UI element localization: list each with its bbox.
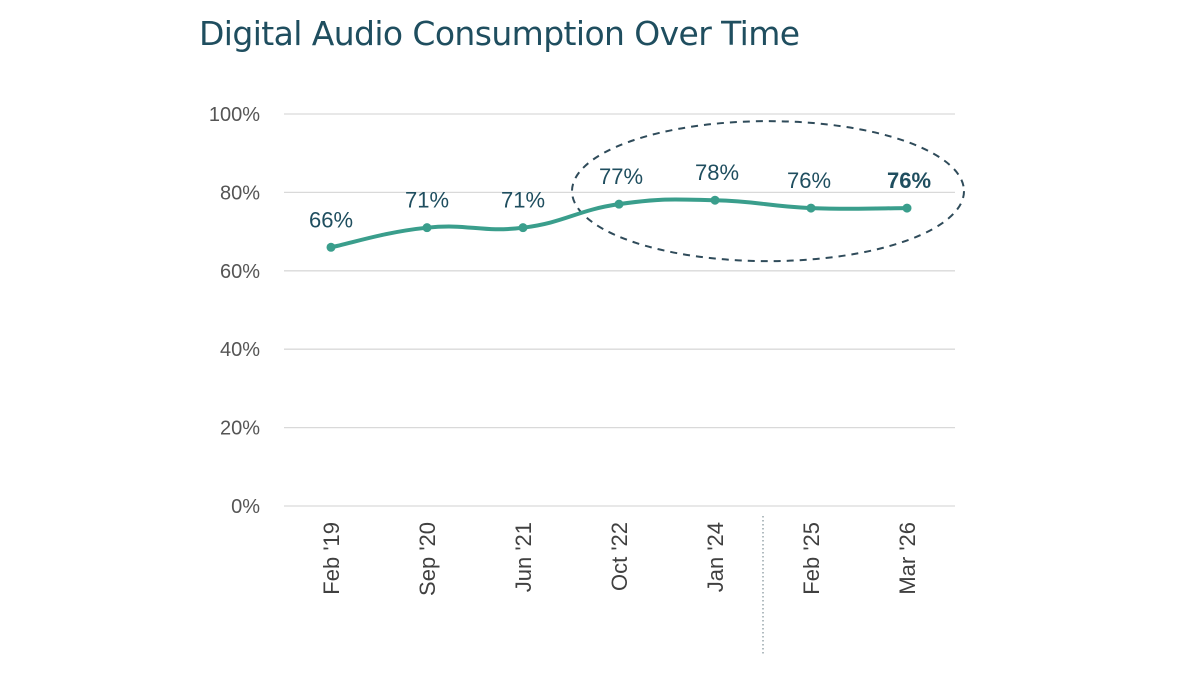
y-tick-label: 40%	[220, 339, 260, 361]
data-points	[326, 195, 912, 252]
x-tick-label: Mar '26	[895, 522, 920, 595]
data-label: 71%	[405, 188, 449, 213]
y-tick-label: 0%	[231, 496, 260, 518]
y-axis-tick-labels: 0% 20% 40% 60% 80% 100%	[209, 104, 260, 518]
y-tick-label: 80%	[220, 182, 260, 204]
data-point	[326, 242, 336, 252]
x-tick-label: Oct '22	[607, 522, 632, 591]
y-tick-label: 60%	[220, 261, 260, 283]
data-point	[422, 223, 432, 233]
x-tick-label: Feb '25	[799, 522, 824, 595]
data-point	[710, 195, 720, 205]
x-tick-label: Sep '20	[415, 522, 440, 596]
data-point	[614, 199, 624, 209]
data-point	[518, 223, 528, 233]
data-label: 71%	[501, 188, 545, 213]
annotations	[571, 120, 965, 656]
x-tick-label: Jan '24	[703, 522, 728, 592]
data-label: 76%	[887, 168, 931, 193]
data-label: 66%	[309, 207, 353, 232]
data-label: 76%	[787, 168, 831, 193]
data-label: 77%	[599, 164, 643, 189]
data-point	[902, 203, 912, 213]
x-tick-label: Jun '21	[511, 522, 536, 592]
data-labels: 66% 71% 71% 77% 78% 76% 76%	[309, 160, 931, 232]
x-tick-label: Feb '19	[319, 522, 344, 595]
data-point	[806, 203, 816, 213]
y-tick-label: 100%	[209, 104, 260, 126]
chart-title: Digital Audio Consumption Over Time	[199, 14, 800, 53]
data-label: 78%	[695, 160, 739, 185]
y-tick-label: 20%	[220, 418, 260, 440]
x-axis-tick-labels: Feb '19 Sep '20 Jun '21 Oct '22 Jan '24 Feb '…	[319, 522, 920, 596]
gridlines	[284, 113, 955, 507]
